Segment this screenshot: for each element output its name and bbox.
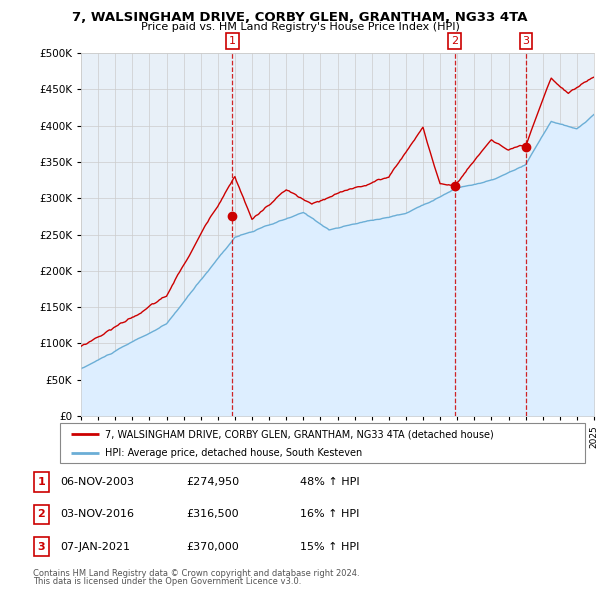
Text: 06-NOV-2003: 06-NOV-2003 [60,477,134,487]
Text: Contains HM Land Registry data © Crown copyright and database right 2024.: Contains HM Land Registry data © Crown c… [33,569,359,578]
Text: 1: 1 [38,477,45,487]
Text: 7, WALSINGHAM DRIVE, CORBY GLEN, GRANTHAM, NG33 4TA: 7, WALSINGHAM DRIVE, CORBY GLEN, GRANTHA… [72,11,528,24]
Text: This data is licensed under the Open Government Licence v3.0.: This data is licensed under the Open Gov… [33,577,301,586]
Text: £316,500: £316,500 [186,510,239,519]
Text: 2: 2 [451,36,458,46]
Text: 2: 2 [38,510,45,519]
Text: £370,000: £370,000 [186,542,239,552]
Text: 1: 1 [229,36,236,46]
Text: 3: 3 [38,542,45,552]
Text: 07-JAN-2021: 07-JAN-2021 [60,542,130,552]
Text: HPI: Average price, detached house, South Kesteven: HPI: Average price, detached house, Sout… [104,448,362,458]
Text: 3: 3 [523,36,530,46]
Text: 16% ↑ HPI: 16% ↑ HPI [300,510,359,519]
Text: £274,950: £274,950 [186,477,239,487]
FancyBboxPatch shape [34,473,49,491]
Text: 15% ↑ HPI: 15% ↑ HPI [300,542,359,552]
Text: 7, WALSINGHAM DRIVE, CORBY GLEN, GRANTHAM, NG33 4TA (detached house): 7, WALSINGHAM DRIVE, CORBY GLEN, GRANTHA… [104,430,493,440]
FancyBboxPatch shape [34,505,49,524]
Text: Price paid vs. HM Land Registry's House Price Index (HPI): Price paid vs. HM Land Registry's House … [140,22,460,32]
FancyBboxPatch shape [60,423,585,463]
FancyBboxPatch shape [34,537,49,556]
Text: 03-NOV-2016: 03-NOV-2016 [60,510,134,519]
Text: 48% ↑ HPI: 48% ↑ HPI [300,477,359,487]
